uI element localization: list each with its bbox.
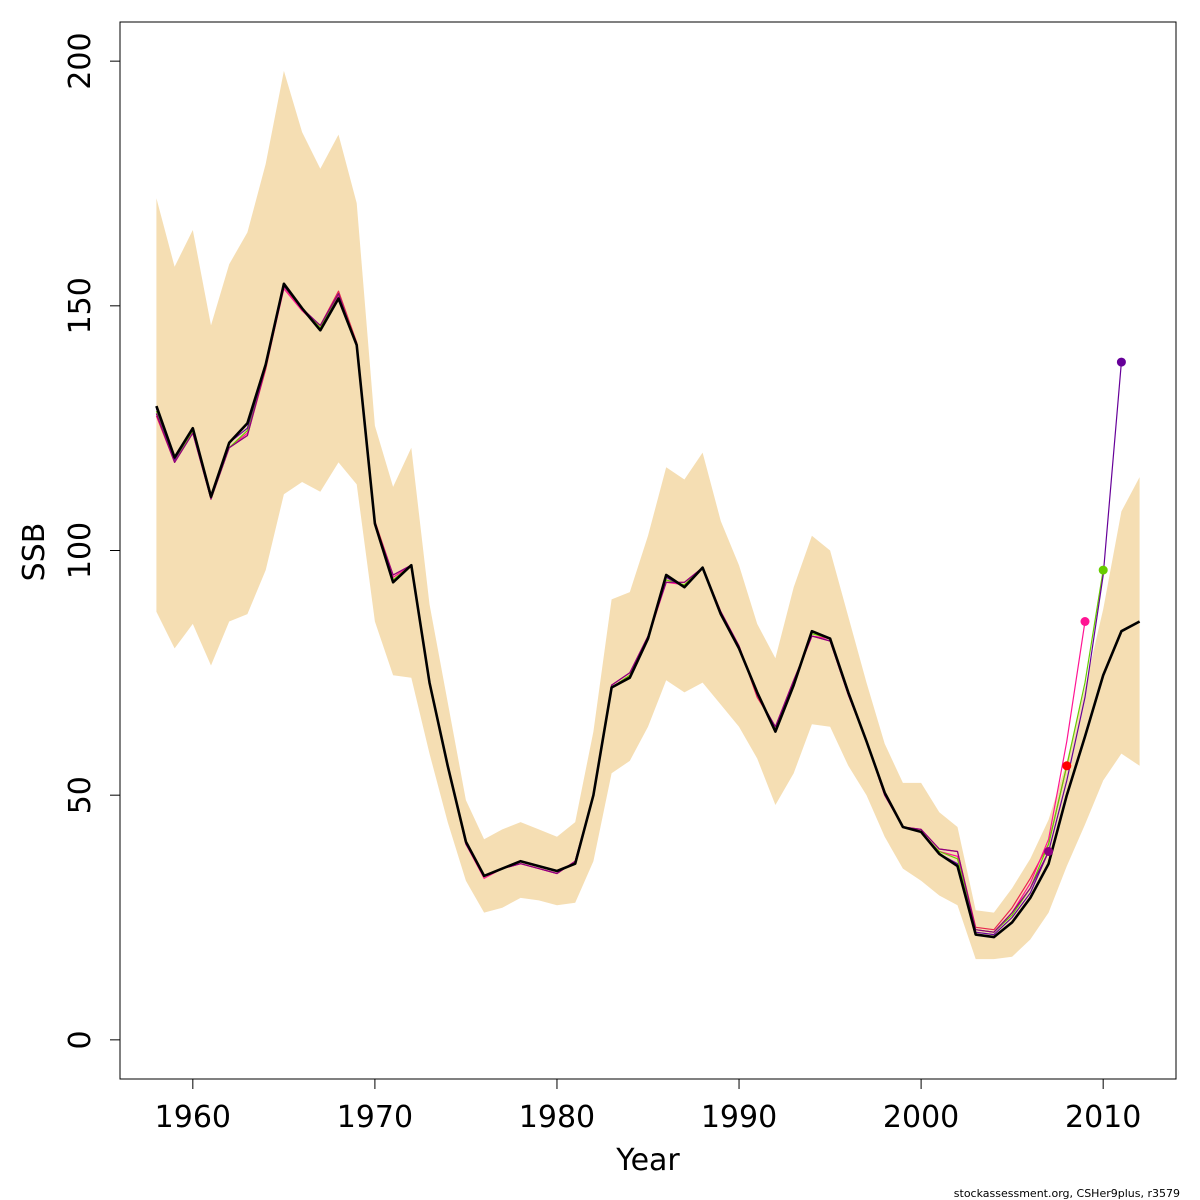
endpoint-marker-2009 bbox=[1080, 617, 1090, 626]
x-tick-label: 2010 bbox=[1065, 1100, 1141, 1135]
x-tick-label: 1990 bbox=[701, 1100, 777, 1135]
y-tick-label: 50 bbox=[63, 776, 98, 814]
x-tick-label: 1960 bbox=[155, 1100, 231, 1135]
confidence-band bbox=[156, 70, 1140, 960]
endpoint-marker-2011 bbox=[1116, 357, 1126, 367]
credit-text: stockassessment.org, CSHer9plus, r3579 bbox=[954, 1187, 1180, 1200]
y-tick-label: 200 bbox=[63, 32, 98, 89]
endpoint-marker-2007 bbox=[1044, 847, 1054, 856]
x-tick-label: 1980 bbox=[519, 1100, 595, 1135]
endpoint-marker-2010 bbox=[1098, 565, 1108, 575]
y-axis: 0 50 100 150 200 bbox=[63, 32, 121, 1049]
endpoint-layer bbox=[1044, 357, 1126, 856]
x-tick-label: 2000 bbox=[883, 1100, 959, 1135]
endpoint-marker-2008 bbox=[1062, 761, 1072, 771]
x-axis: 1960 1970 1980 1990 2000 2010 bbox=[155, 1078, 1141, 1135]
y-axis-title: SSB bbox=[17, 523, 52, 582]
x-tick-label: 1970 bbox=[337, 1100, 413, 1135]
confidence-band-layer bbox=[156, 70, 1140, 960]
main-ssb-layer bbox=[155, 282, 1141, 939]
x-axis-title: Year bbox=[615, 1143, 680, 1178]
ssb-main-line bbox=[155, 282, 1141, 939]
y-tick-label: 150 bbox=[63, 277, 98, 334]
y-tick-label: 0 bbox=[63, 1030, 98, 1049]
y-tick-label: 100 bbox=[63, 522, 98, 579]
